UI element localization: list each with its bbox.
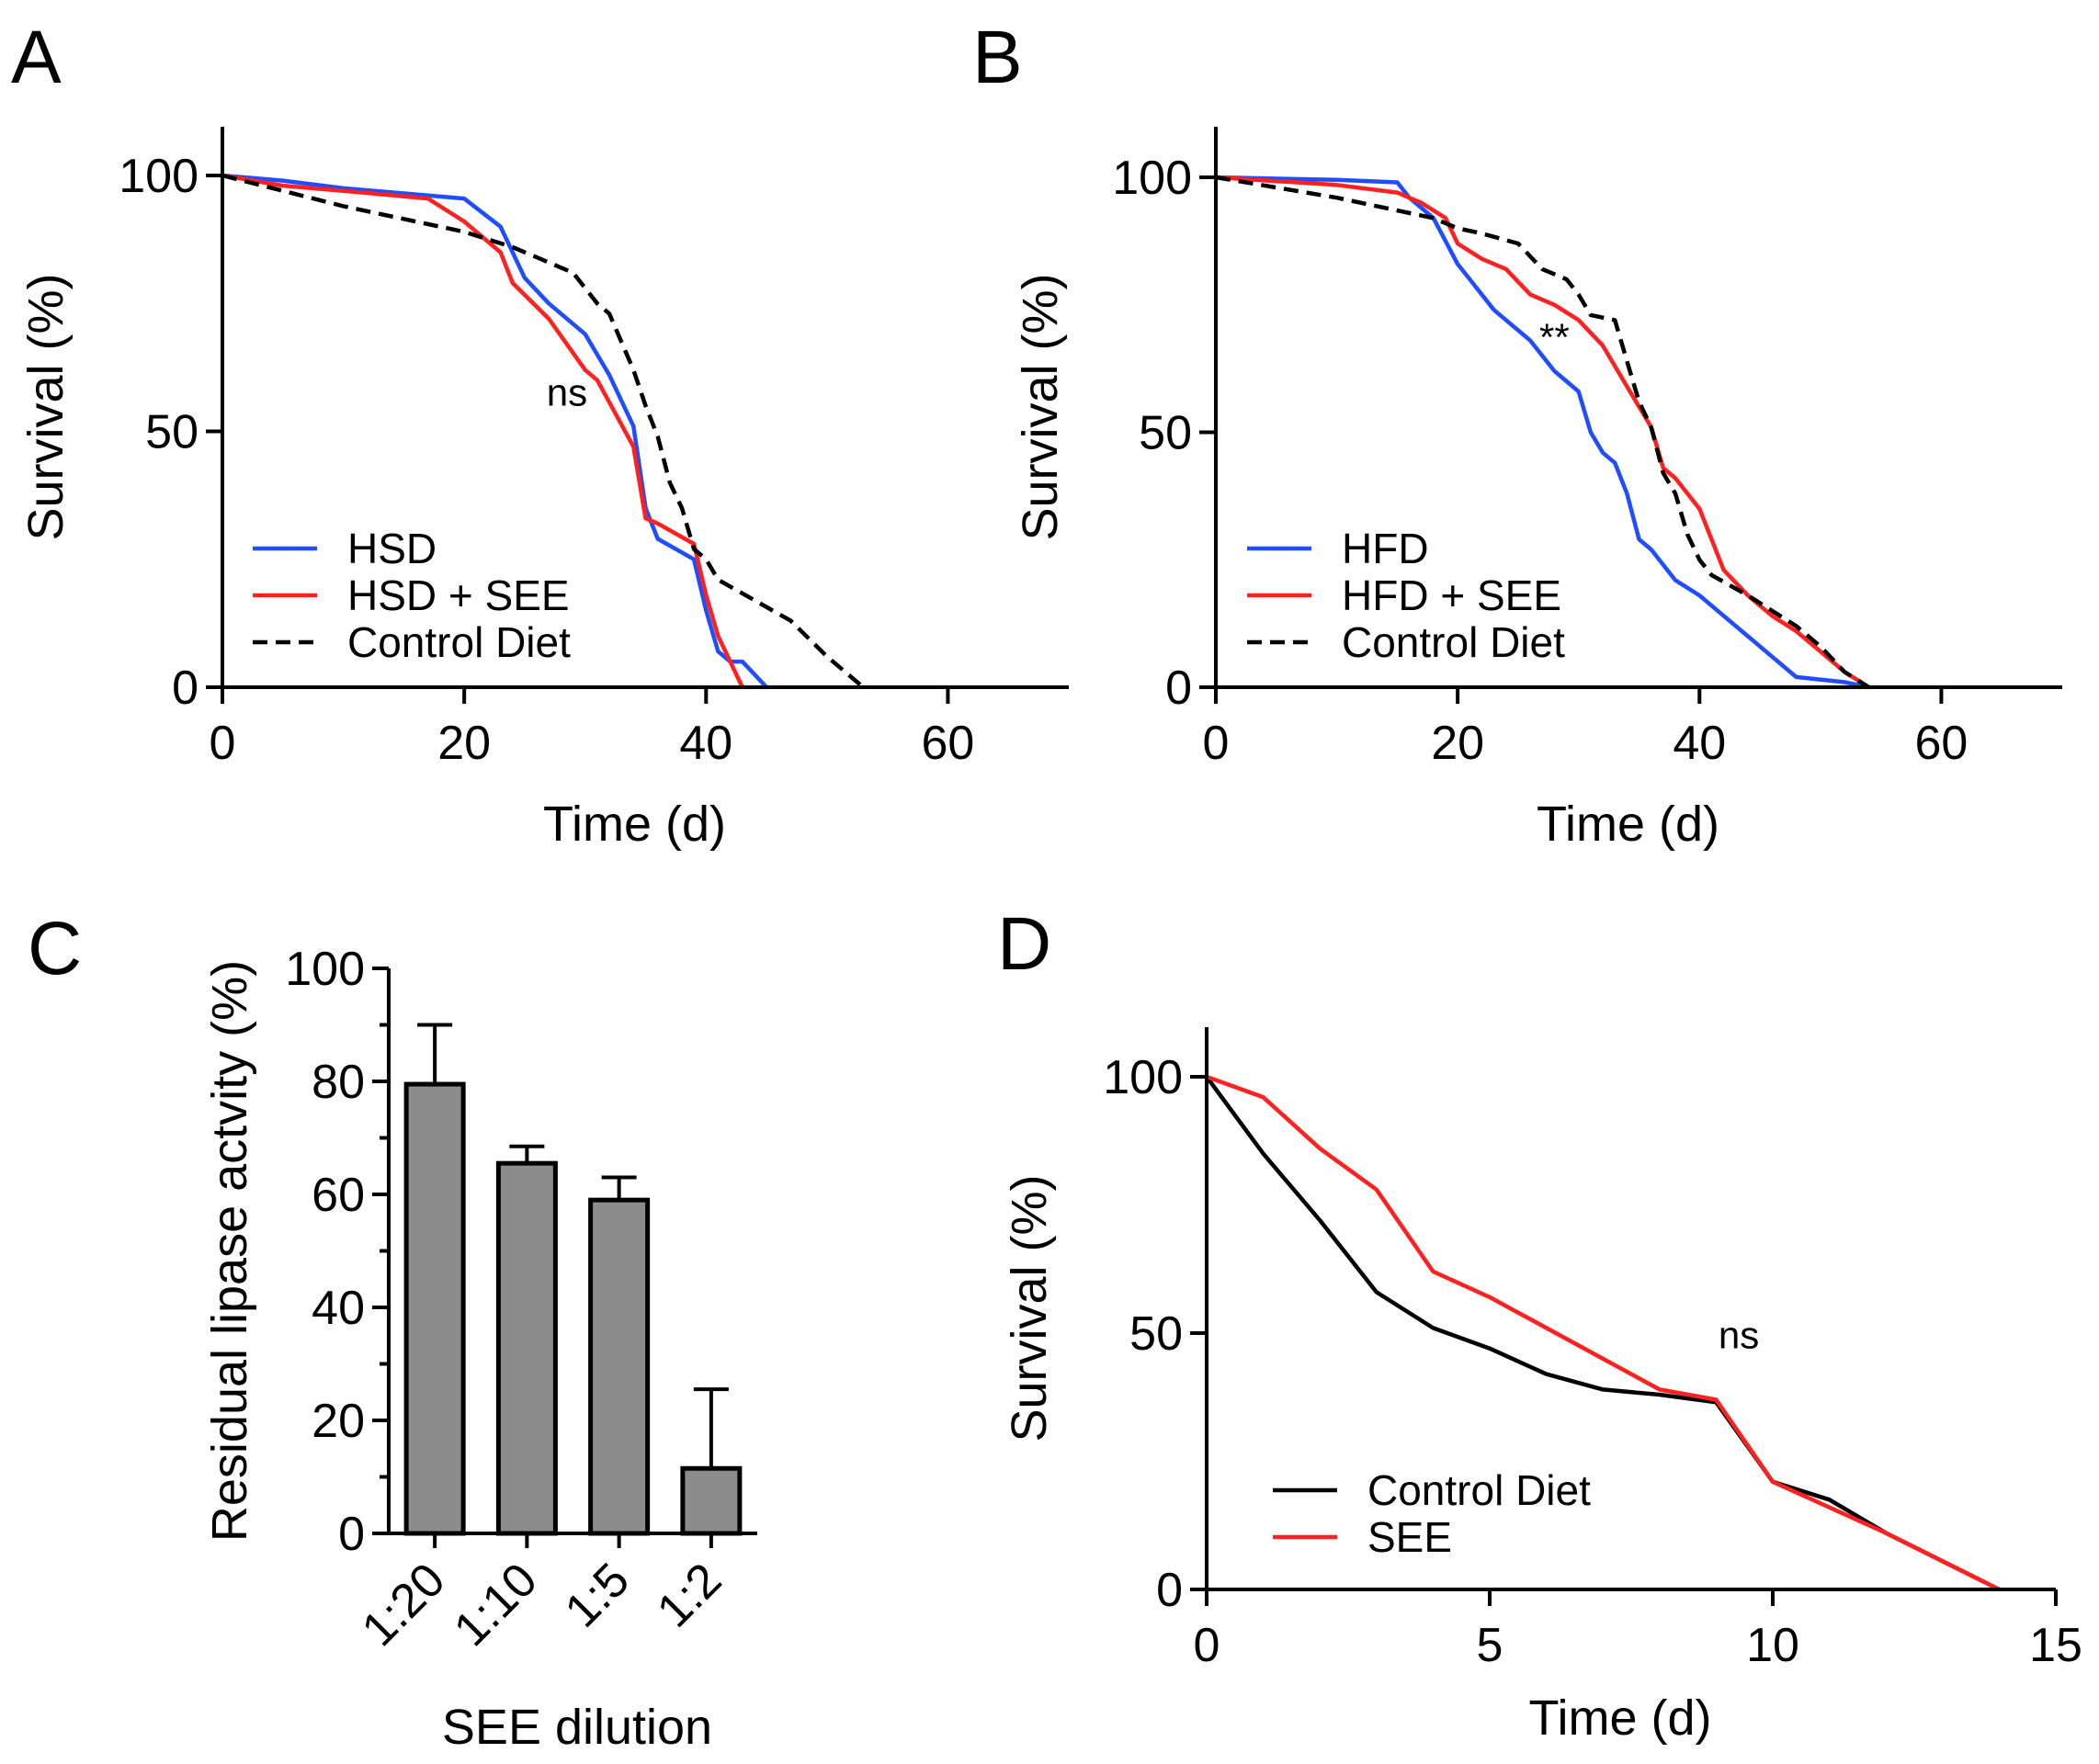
- x-tick-label: 0: [1194, 1619, 1220, 1672]
- significance-annotation: **: [1539, 316, 1570, 359]
- y-tick-label: 0: [1165, 662, 1192, 715]
- y-tick-label: 50: [145, 406, 199, 459]
- legend-label-1: HSD + SEE: [347, 571, 570, 619]
- panel-d-plot: 0 50 100 0 5 10 15 Survival (%) Time (d) ns Contro…: [1002, 1027, 2082, 1746]
- x-tick-label: 0: [1203, 717, 1230, 770]
- x-axis-title: Time (d): [1529, 1690, 1712, 1746]
- panel-a: A 0 50 100 0 20 40 60 Survival (%) Time (d) ns HSD…: [11, 16, 1069, 852]
- series-line-2: [1215, 175, 1870, 689]
- x-tick-label: 60: [922, 717, 975, 770]
- x-tick-label: 1:10: [444, 1553, 548, 1657]
- panel-b: B 0 50 100 0 20 40 60 Survival (%) Time (d) ** HFD…: [972, 16, 2062, 852]
- x-tick-label: 40: [679, 717, 732, 770]
- x-tick-label: 1:2: [647, 1553, 732, 1637]
- significance-annotation: ns: [547, 371, 587, 414]
- y-tick-label: 80: [312, 1056, 365, 1109]
- legend-label-0: HFD: [1342, 525, 1429, 572]
- y-tick-label: 100: [1103, 1051, 1183, 1104]
- panel-b-letter: B: [972, 16, 1023, 99]
- y-axis-title: Survival (%): [1002, 1174, 1057, 1442]
- y-axis-title: Survival (%): [18, 273, 74, 540]
- x-axis-title: Time (d): [1537, 797, 1719, 852]
- panel-b-plot: 0 50 100 0 20 40 60 Survival (%) Time (d) ** HFDHF…: [1013, 127, 2062, 852]
- x-tick-label: 1:20: [352, 1553, 456, 1657]
- panel-d: D 0 50 100 0 5 10 15 Survival (%) Time (d) ns Cont…: [997, 902, 2082, 1746]
- series-line-1: [221, 173, 744, 688]
- significance-annotation: ns: [1719, 1314, 1759, 1357]
- panel-c: C 0 20 40 60 80 100 1:201:10 1:5 1:2 Residual lip…: [28, 907, 757, 1755]
- legend-label-2: Control Diet: [1342, 618, 1565, 666]
- legend-label-1: HFD + SEE: [1342, 571, 1561, 619]
- series-line-1: [1215, 175, 1870, 689]
- series-line-0: [221, 173, 768, 689]
- x-tick-label: 1:5: [555, 1553, 640, 1637]
- panel-c-letter: C: [28, 907, 82, 990]
- panel-d-letter: D: [997, 902, 1051, 986]
- x-tick-label: 60: [1915, 717, 1969, 770]
- x-tick-label: 15: [2029, 1619, 2082, 1672]
- x-tick-label: 40: [1673, 717, 1726, 770]
- legend-label-1: SEE: [1367, 1513, 1452, 1561]
- x-tick-label: 0: [210, 717, 236, 770]
- bar: [680, 1465, 743, 1536]
- x-tick-label: 5: [1477, 1619, 1503, 1672]
- y-tick-label: 100: [119, 150, 199, 203]
- x-tick-label: 20: [437, 717, 491, 770]
- legend-label-0: Control Diet: [1367, 1466, 1591, 1514]
- y-axis-title: Residual lipase actvity (%): [202, 960, 257, 1542]
- x-axis-title: SEE dilution: [442, 1700, 712, 1755]
- x-tick-label: 10: [1746, 1619, 1799, 1672]
- y-tick-label: 50: [1129, 1307, 1183, 1361]
- legend-label-2: Control Diet: [347, 618, 571, 666]
- bar: [588, 1197, 651, 1536]
- y-tick-label: 60: [312, 1169, 365, 1222]
- series-line-0: [1205, 1075, 2001, 1592]
- y-tick-label: 100: [1112, 152, 1192, 205]
- panel-a-plot: 0 50 100 0 20 40 60 Survival (%) Time (d) ns HSDHS…: [18, 127, 1069, 852]
- series-line-2: [221, 173, 865, 689]
- x-axis-title: Time (d): [543, 797, 726, 852]
- y-tick-label: 40: [312, 1282, 365, 1335]
- y-tick-label: 0: [172, 662, 199, 715]
- y-tick-label: 20: [312, 1395, 365, 1448]
- y-axis-title: Survival (%): [1013, 273, 1068, 540]
- legend-label-0: HSD: [347, 525, 437, 572]
- y-tick-label: 0: [1156, 1564, 1183, 1617]
- y-tick-label: 100: [285, 943, 365, 996]
- series-line-1: [1206, 1074, 2001, 1592]
- y-tick-label: 0: [338, 1508, 365, 1561]
- panel-a-letter: A: [11, 16, 62, 99]
- y-tick-label: 50: [1139, 407, 1192, 460]
- bar: [403, 1081, 466, 1536]
- bar: [495, 1160, 558, 1536]
- x-tick-label: 20: [1431, 717, 1484, 770]
- panel-c-plot: 0 20 40 60 80 100 1:201:10 1:5 1:2 Residual lipas…: [202, 943, 757, 1755]
